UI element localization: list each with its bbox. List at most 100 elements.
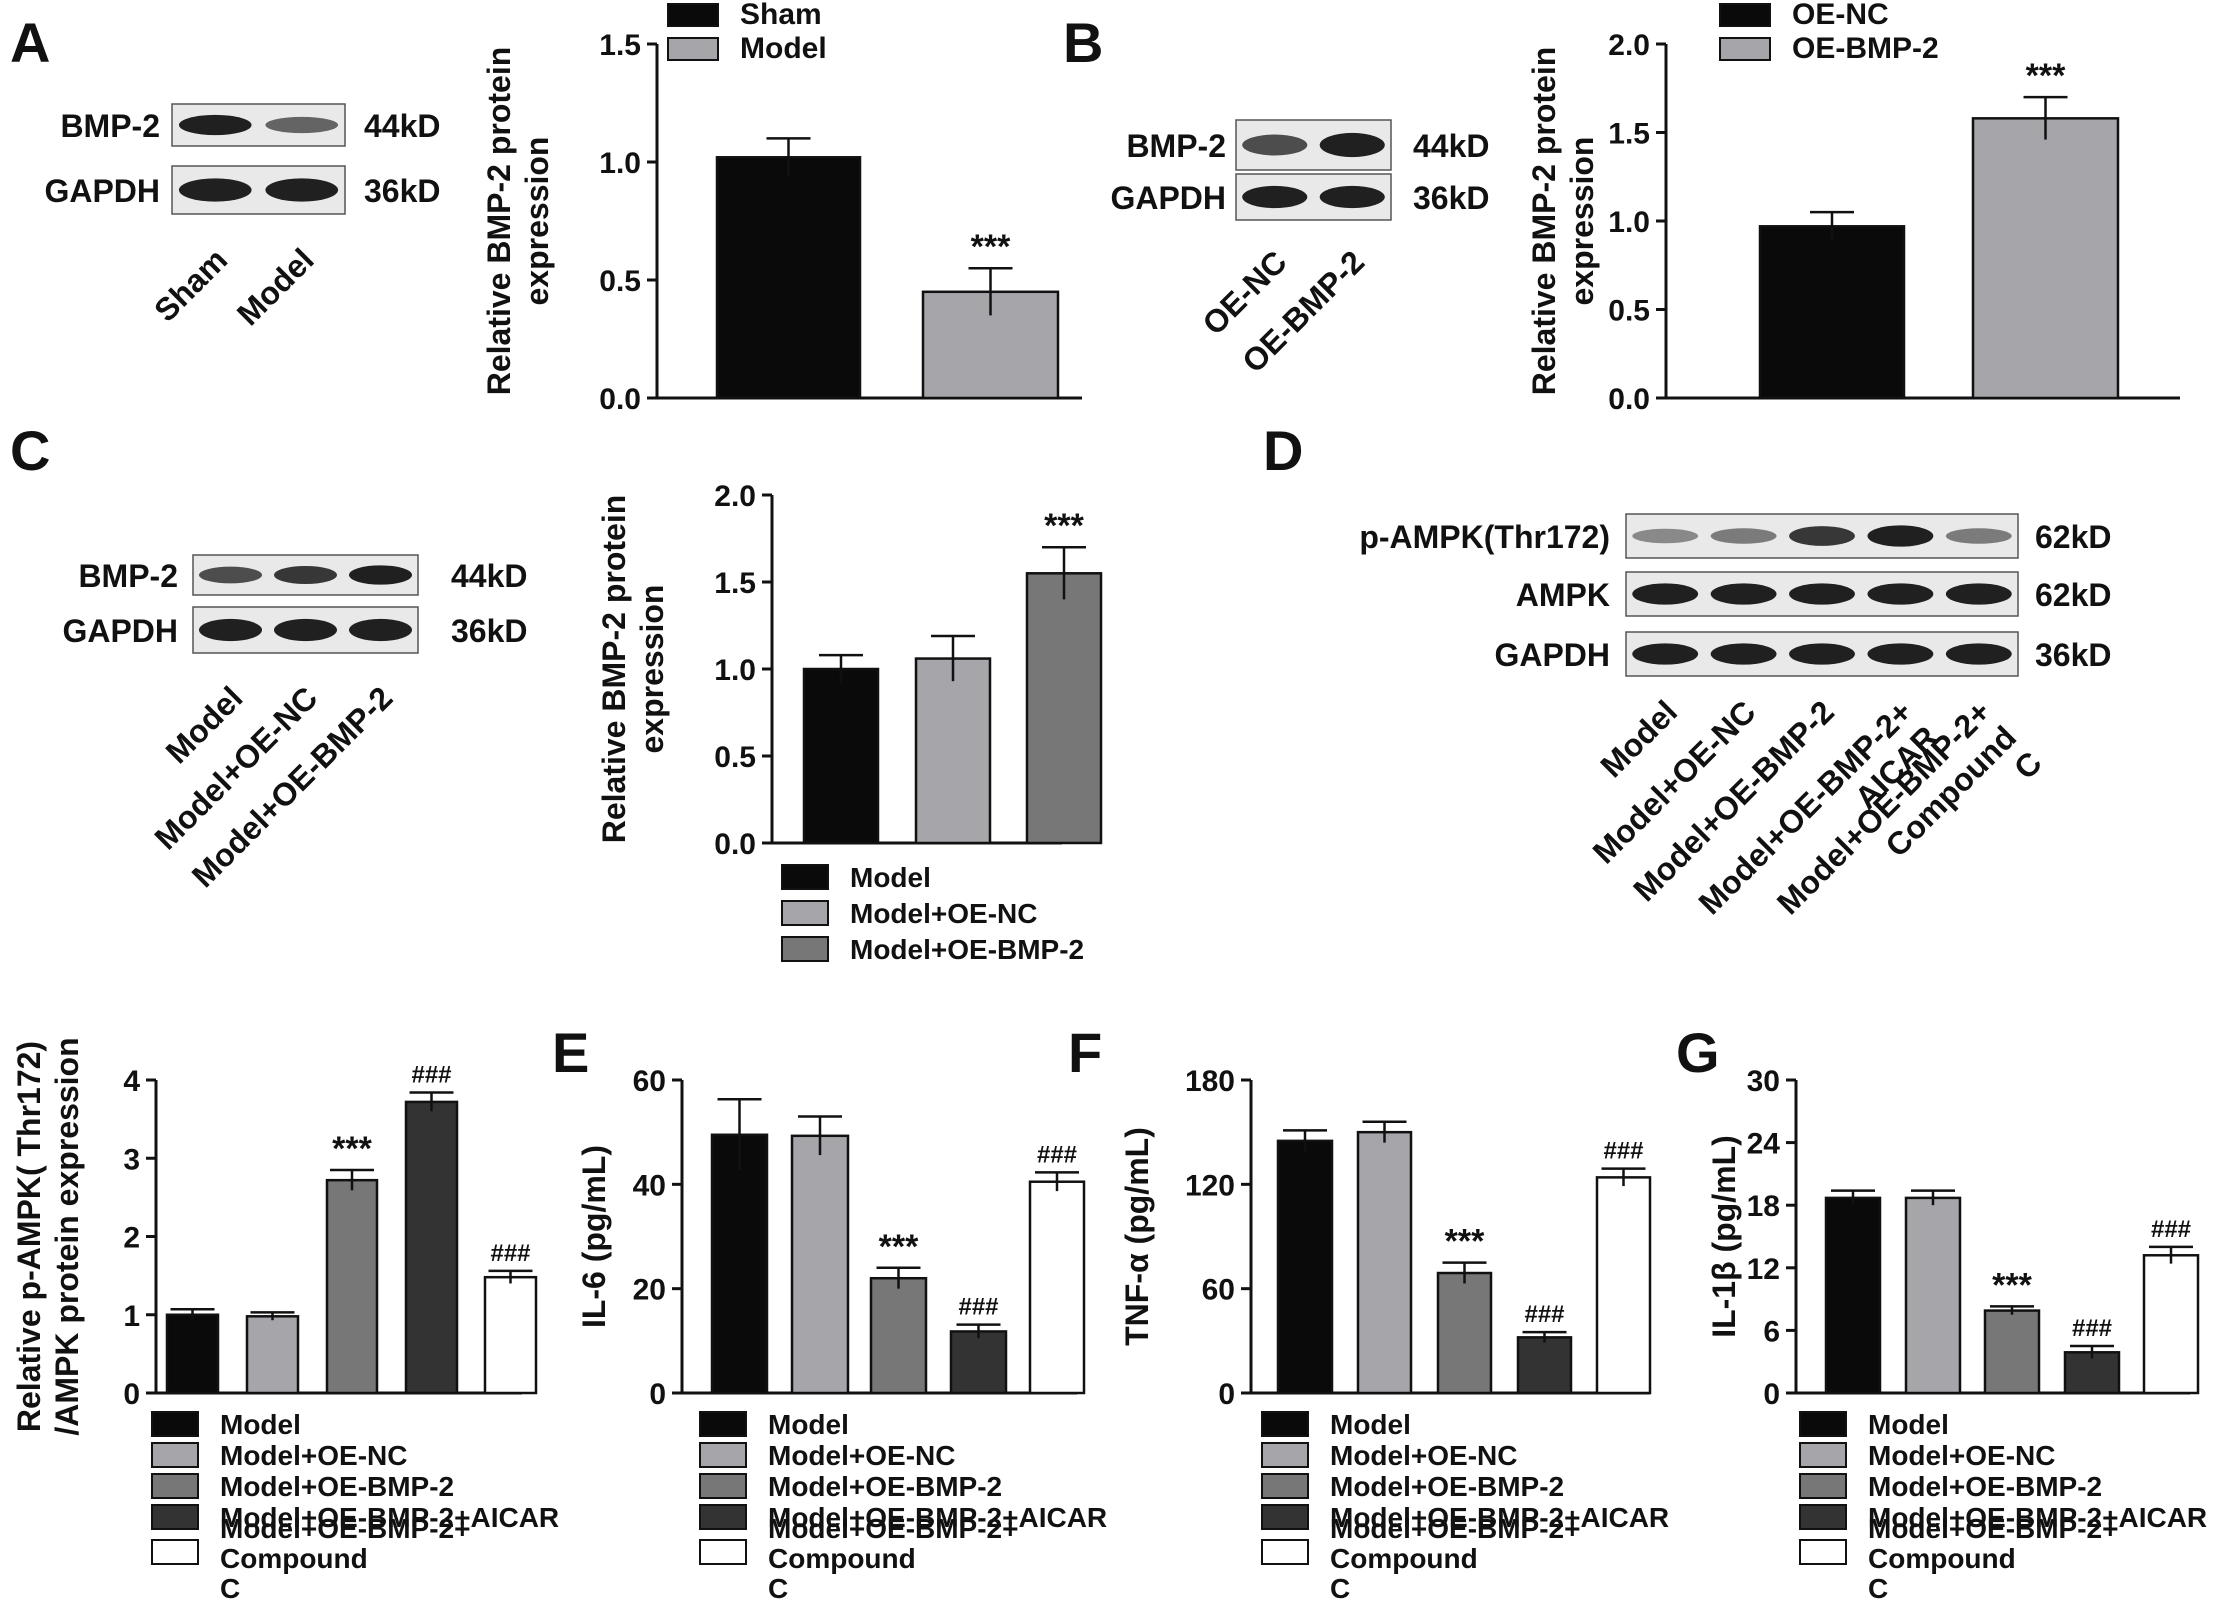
legend-label: Model [740,32,827,65]
legend-swatch [1799,1411,1847,1437]
blot-band [274,618,337,642]
y-tick-label: 2.0 [714,480,756,513]
bar [165,1313,220,1395]
bar [1356,1130,1413,1395]
blot-band [1242,134,1308,156]
blot-row-label: AMPK [1516,577,1610,613]
legend-swatch [1799,1473,1847,1499]
legend-label: Model+OE-BMP-2+ Compound C [768,1513,1018,1604]
y-tick-label: 0.5 [1608,295,1650,328]
significance-star: *** [1445,1223,1485,1261]
blot-kd-label: 36kD [1413,180,1490,216]
y-tick-label: 0 [1218,1378,1235,1411]
significance-hash: ### [490,1240,530,1267]
bar [2063,1351,2121,1395]
significance-star: *** [971,228,1011,266]
y-axis-label: Relative p-AMPK( Thr172)/AMPK protein ex… [11,1037,85,1435]
panel-letter-d: D [1263,419,1303,482]
legend-swatch [1799,1539,1847,1565]
bar [1983,1309,2041,1395]
blot-kd-label: 36kD [2035,637,2112,673]
bar [790,1134,850,1395]
legend-label: Model+OE-BMP-2 [220,1471,454,1502]
y-tick-label: 18 [1747,1190,1780,1223]
legend-label: Model [850,862,931,893]
y-axis-label: TNF-α (pg/mL) [1119,1127,1155,1346]
legend-swatch [151,1473,199,1499]
y-tick-label: 1.5 [714,567,756,600]
y-tick-label: 2.0 [1608,29,1650,62]
legend-swatch [1261,1473,1309,1499]
blot-band [349,618,412,642]
y-tick-label: 60 [633,1065,666,1098]
significance-star: *** [332,1130,372,1168]
significance-star: *** [1992,1266,2032,1304]
legend: ModelModel+OE-NCModel+OE-BMP-2Model+OE-B… [1799,1409,2207,1604]
bar [1276,1139,1334,1395]
bar [710,1133,769,1395]
y-tick-label: 60 [1202,1274,1235,1307]
legend-swatch [667,37,719,61]
legend-swatch [1261,1442,1309,1468]
blot-band [349,565,412,585]
legend-label: Model+OE-BMP-2 [1330,1471,1564,1502]
legend-label: OE-NC [1792,0,1889,31]
blot-lane-label: Model [230,241,321,332]
blot-kd-label: 44kD [364,108,441,144]
blot-band [1319,185,1385,209]
blot-kd-label: 44kD [1413,128,1490,164]
blot-band [1632,583,1699,605]
bar [869,1276,928,1395]
panel-letter-b: B [1063,11,1103,74]
blot-kd-label: 62kD [2035,577,2112,613]
y-tick-label: 12 [1747,1253,1780,1286]
y-tick-label: 1.0 [714,654,756,687]
blot-band [1867,643,1934,665]
chart-a: 0.0 0.5 1.0 1.5 Relative BMP-2 proteinexpres… [481,0,1082,416]
panel-letter-e: E [552,1021,589,1084]
blot-band [1789,583,1855,605]
blot-band [1632,528,1699,544]
legend-label: Model+OE-NC [850,898,1037,929]
bar [1025,572,1103,845]
blot-band [1945,528,2012,544]
y-axis-label: Relative BMP-2 proteinexpression [481,47,555,396]
legend-swatch [699,1473,747,1499]
legend-label: Model [1868,1409,1949,1440]
chart-d: 0 1 2 3 4 Relative p-AMPK( Thr172)/AMPK prote… [11,1037,559,1604]
significance-hash: ### [1603,1138,1643,1165]
blot-band [1867,525,1934,547]
legend-swatch [1799,1442,1847,1468]
y-axis-label: IL-6 (pg/mL) [576,1145,612,1328]
blot-row-label: BMP-2 [1126,128,1226,164]
bar [1971,117,2120,400]
blot-band [1789,526,1855,546]
legend-label: Model+OE-NC [1330,1440,1517,1471]
y-tick-label: 0 [1763,1378,1780,1411]
bar [949,1330,1008,1395]
blot-row-label: GAPDH [62,613,178,649]
y-tick-label: 20 [633,1274,666,1307]
legend-label: Sham [740,0,822,31]
y-tick-label: 3 [123,1143,140,1176]
bar [914,657,992,845]
legend-swatch [1261,1411,1309,1437]
blot-band [1789,643,1855,665]
blot-band [178,178,252,202]
y-tick-label: 0.0 [1608,383,1650,416]
legend-swatch [151,1504,199,1530]
blot-band [199,566,262,584]
y-axis-label: Relative BMP-2 proteinexpression [1526,47,1600,396]
blot-band [1319,132,1385,158]
bar [802,667,880,845]
significance-hash: ### [1037,1141,1077,1168]
blot-band [1710,643,1777,665]
